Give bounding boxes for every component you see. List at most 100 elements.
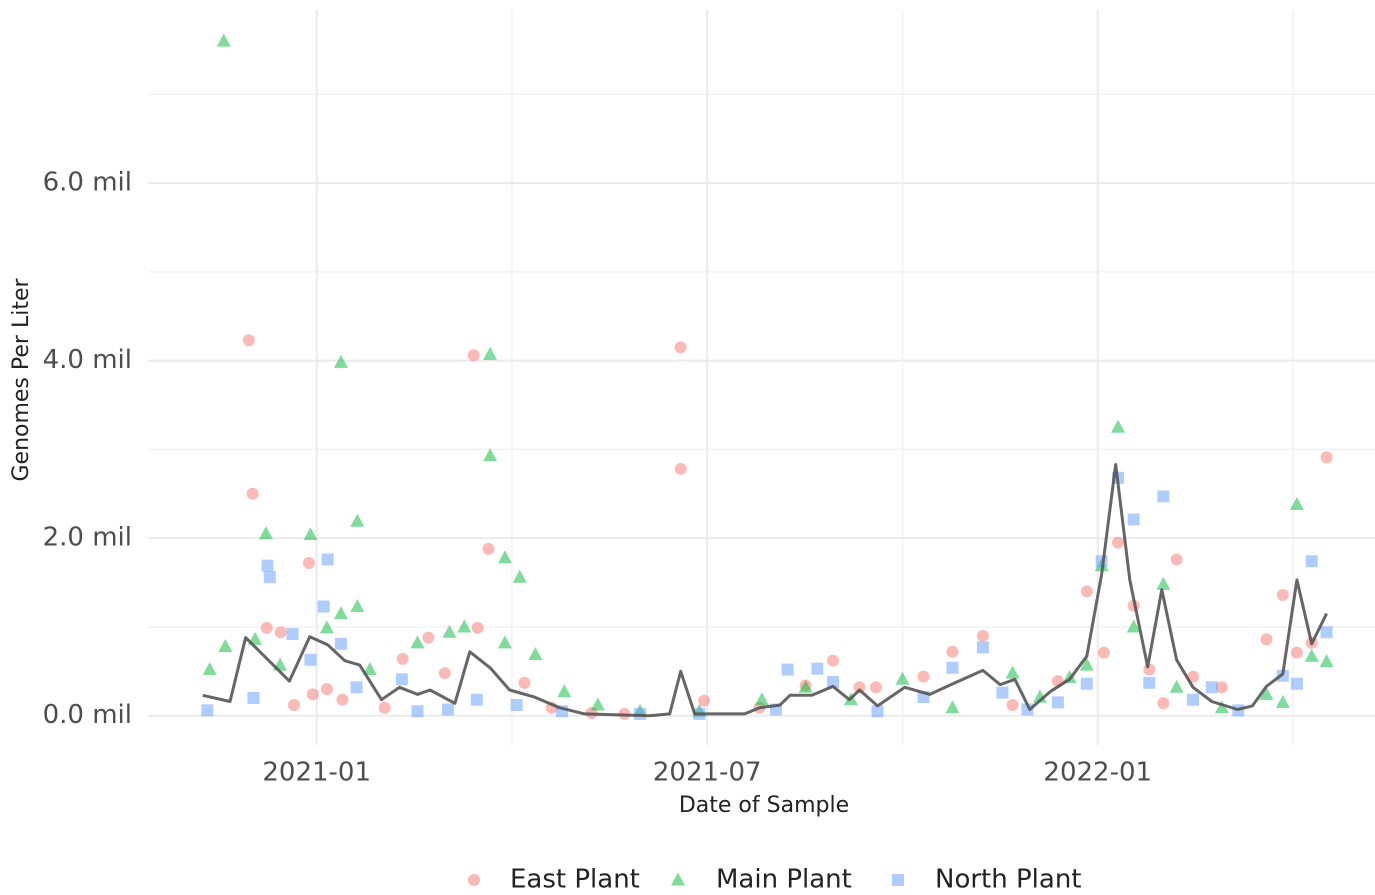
data-point [497,550,512,564]
data-point [528,646,543,660]
data-point [698,694,711,707]
data-point [895,671,910,685]
data-point [201,704,214,717]
data-point [350,681,363,694]
x-tick-label: 2021-07 [653,758,762,788]
legend-label: North Plant [935,865,1082,895]
data-point [1111,419,1126,433]
data-point [482,542,495,555]
data-point [410,635,425,649]
data-point [470,693,483,706]
data-point [1304,648,1319,662]
data-point [258,526,273,540]
data-point [1319,654,1334,668]
data-point [1097,646,1110,659]
data-point [320,683,333,696]
data-point [1170,553,1183,566]
data-point [242,334,255,347]
data-point [306,688,319,701]
data-point [302,557,315,570]
data-point [471,621,484,634]
data-point [1021,703,1034,716]
data-point [1127,513,1140,526]
data-point [1187,693,1200,706]
data-point [317,600,330,613]
data-point [441,703,454,716]
data-point [1143,676,1156,689]
data-point [826,654,839,667]
data-point [218,638,233,652]
data-point [378,701,391,714]
data-point [1259,686,1274,700]
data-point [467,349,480,362]
x-tick-label: 2021-01 [262,758,371,788]
data-point [853,681,866,694]
data-point [1051,696,1064,709]
data-point [1275,694,1290,708]
data-point [871,705,884,718]
data-point [483,448,498,462]
data-point [334,637,347,650]
data-point [869,681,882,694]
data-point [798,679,813,693]
x-axis-title: Date of Sample [679,793,849,818]
data-point [811,662,824,675]
data-point [1005,665,1020,679]
data-point [260,621,273,634]
data-point [319,620,334,634]
data-point [261,559,274,572]
data-point [350,599,365,613]
y-axis-title: Genomes Per Liter [9,278,34,482]
data-point [1079,657,1094,671]
y-tick-label: 2.0 mil [43,523,132,553]
data-point [304,653,317,666]
data-point [395,673,408,686]
data-point [286,628,299,641]
data-point [754,692,769,706]
data-point [497,635,512,649]
data-point [457,619,472,633]
y-tick-label: 4.0 mil [43,345,132,375]
data-point [1276,588,1289,601]
data-point [946,645,959,658]
legend-key [468,874,480,886]
data-point [1169,679,1184,693]
y-tick-label: 0.0 mil [43,700,132,730]
average-line [202,463,1328,718]
data-point [1214,700,1229,714]
data-point [1080,677,1093,690]
data-point [1289,496,1304,510]
legend-key [671,872,685,886]
data-point [1156,576,1171,590]
data-point [438,667,451,680]
data-point [411,705,424,718]
data-point [1126,619,1141,633]
data-point [512,569,527,583]
data-point [483,346,498,360]
data-point [1006,699,1019,712]
legend-key [892,874,904,886]
data-point [1080,585,1093,598]
data-point [1320,626,1333,639]
data-point [246,487,259,500]
data-point [946,661,959,674]
data-point [781,663,794,676]
data-point [674,462,687,475]
data-point [826,675,839,688]
data-point [1290,677,1303,690]
data-point [350,513,365,527]
y-tick-label: 6.0 mil [43,168,132,198]
data-point [288,699,301,712]
data-point [945,700,960,714]
data-point [1260,633,1273,646]
data-point [590,697,605,711]
data-point [442,624,457,638]
data-point [1157,697,1170,710]
data-point [917,670,930,683]
data-point [247,691,260,704]
data-point [518,676,531,689]
data-point [1157,490,1170,503]
data-point [422,631,435,644]
legend-label: East Plant [510,865,640,895]
